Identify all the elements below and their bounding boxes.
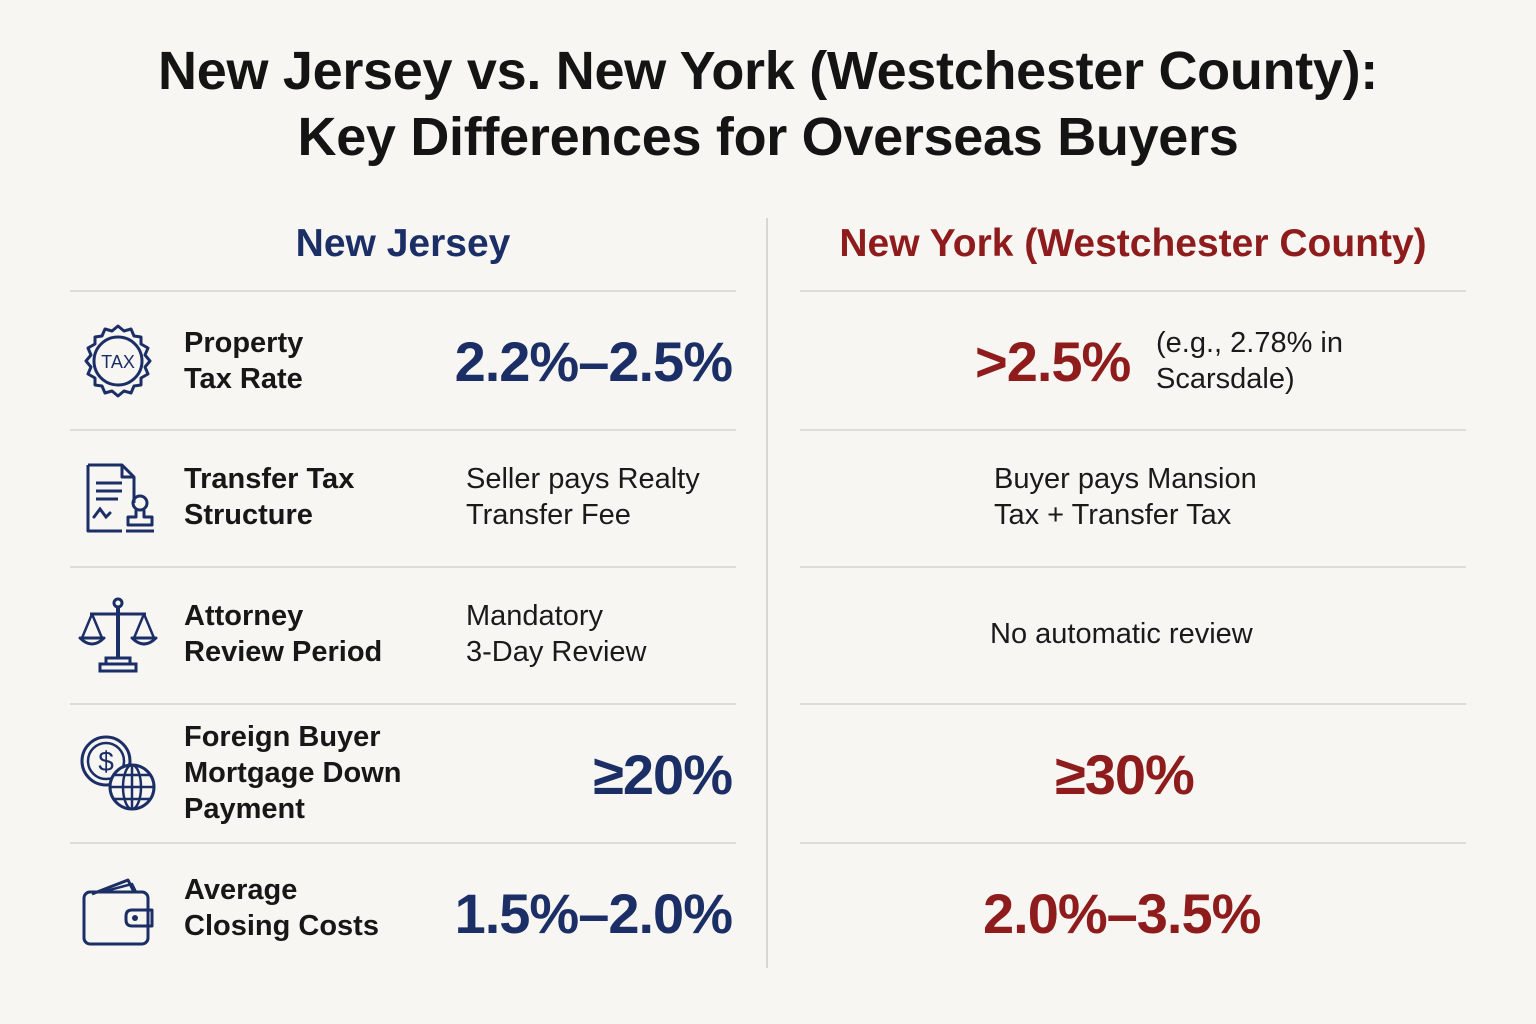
column-header-new-york: New York (Westchester County) bbox=[839, 222, 1427, 265]
dollar-globe-icon: $ bbox=[78, 733, 158, 813]
column-divider bbox=[766, 218, 768, 968]
ny-property-tax-value: >2.5% bbox=[975, 330, 1131, 393]
ny-attorney-review-value: No automatic review bbox=[990, 618, 1253, 650]
wallet-icon bbox=[78, 874, 158, 954]
document-stamp-icon bbox=[78, 459, 158, 539]
table-row-transfer-tax: Transfer Tax Structure Seller pays Realt… bbox=[0, 431, 1536, 566]
row-divider bbox=[800, 703, 1466, 705]
row-label: Attorney Review Period bbox=[184, 600, 383, 668]
nj-transfer-tax-value: Seller pays Realty Transfer Fee bbox=[466, 463, 700, 531]
tax-seal-icon: TAX bbox=[78, 322, 158, 402]
column-header-new-jersey: New Jersey bbox=[295, 222, 511, 265]
row-label: Foreign Buyer Mortgage Down Payment bbox=[184, 721, 402, 825]
nj-closing-costs-value: 1.5%–2.0% bbox=[454, 882, 733, 945]
svg-text:TAX: TAX bbox=[101, 352, 135, 372]
row-divider bbox=[800, 429, 1466, 431]
scales-icon bbox=[78, 596, 158, 676]
row-divider bbox=[70, 566, 736, 568]
ny-transfer-tax-value: Buyer pays Mansion Tax + Transfer Tax bbox=[994, 463, 1257, 531]
svg-text:$: $ bbox=[98, 746, 114, 777]
table-row-down-payment: $ Foreign Buyer Mortgage Down Payment ≥2… bbox=[0, 705, 1536, 842]
table-row-closing-costs: Average Closing Costs 1.5%–2.0% 2.0%–3.5… bbox=[0, 844, 1536, 974]
nj-property-tax-value: 2.2%–2.5% bbox=[454, 330, 733, 393]
ny-property-tax-note: (e.g., 2.78% in Scarsdale) bbox=[1156, 327, 1343, 395]
row-divider bbox=[70, 429, 736, 431]
row-divider bbox=[70, 842, 736, 844]
table-row-attorney-review: Attorney Review Period Mandatory 3-Day R… bbox=[0, 568, 1536, 703]
title-line-1: New Jersey vs. New York (Westchester Cou… bbox=[158, 41, 1378, 101]
ny-closing-costs-value: 2.0%–3.5% bbox=[983, 882, 1261, 945]
row-divider bbox=[800, 290, 1466, 292]
row-label: Transfer Tax Structure bbox=[184, 463, 355, 531]
page-title: New Jersey vs. New York (Westchester Cou… bbox=[0, 38, 1536, 170]
ny-down-payment-value: ≥30% bbox=[1055, 743, 1195, 806]
row-divider bbox=[800, 842, 1466, 844]
nj-attorney-review-value: Mandatory 3-Day Review bbox=[466, 600, 647, 668]
row-label: Average Closing Costs bbox=[184, 874, 379, 942]
row-divider bbox=[70, 290, 736, 292]
row-label: Property Tax Rate bbox=[184, 327, 304, 395]
nj-down-payment-value: ≥20% bbox=[593, 743, 733, 806]
table-row-property-tax: TAX Property Tax Rate 2.2%–2.5% >2.5% (e… bbox=[0, 292, 1536, 429]
row-divider bbox=[800, 566, 1466, 568]
title-line-2: Key Differences for Overseas Buyers bbox=[297, 107, 1239, 167]
row-divider bbox=[70, 703, 736, 705]
